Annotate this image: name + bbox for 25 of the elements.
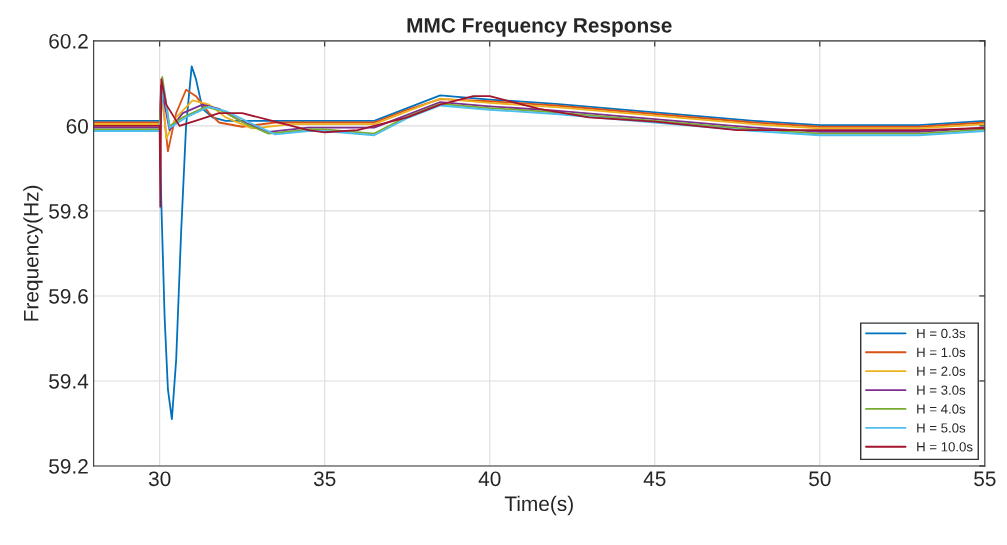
- x-tick-label: 30: [148, 471, 171, 487]
- y-tick-label: 59.2: [49, 458, 88, 474]
- y-tick-label: 59.8: [49, 203, 88, 219]
- legend-label: H = 2.0s: [917, 366, 966, 376]
- x-tick-label: 50: [809, 471, 831, 487]
- chart-title: MMC Frequency Response: [407, 17, 672, 37]
- legend-label: H = 4.0s: [917, 404, 966, 414]
- legend-label: H = 5.0s: [917, 423, 966, 433]
- y-tick-label: 60.2: [49, 33, 88, 49]
- x-axis-title: Time(s): [504, 495, 573, 516]
- y-tick-label: 59.6: [49, 288, 88, 304]
- legend-label: H = 10.0s: [917, 442, 973, 452]
- line-series: [93, 78, 985, 208]
- legend-label: H = 0.3s: [917, 328, 966, 339]
- y-axis-title: Frequency(Hz): [23, 185, 43, 321]
- x-tick-label: 55: [974, 471, 996, 487]
- legend-label: H = 1.0s: [917, 347, 966, 358]
- line-series: [93, 76, 985, 135]
- y-tick-label: 59.4: [49, 373, 89, 389]
- legend-label: H = 3.0s: [917, 385, 966, 395]
- line-series: [93, 65, 985, 421]
- y-tick-label: 60: [66, 118, 88, 134]
- x-tick-label: 35: [313, 471, 336, 487]
- x-tick-label: 40: [478, 471, 501, 487]
- x-tick-label: 45: [643, 471, 666, 487]
